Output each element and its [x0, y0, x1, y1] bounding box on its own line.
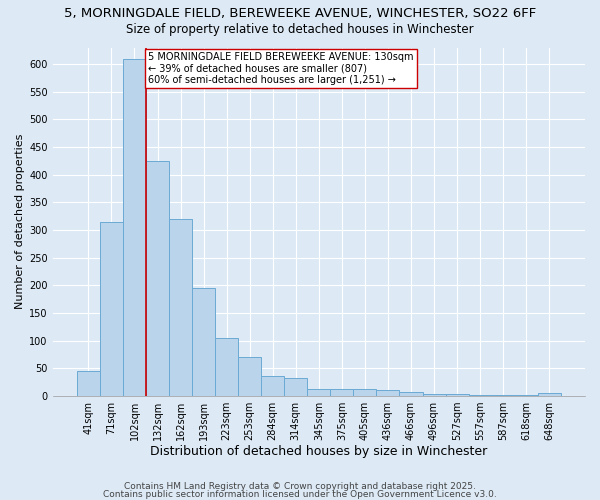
Bar	[192, 288, 215, 396]
Bar	[284, 378, 307, 396]
Bar	[538, 393, 561, 396]
Bar	[446, 394, 469, 396]
Bar	[422, 394, 446, 396]
Bar	[400, 392, 422, 396]
Bar	[123, 58, 146, 396]
Bar	[469, 395, 491, 396]
Bar	[238, 358, 261, 396]
Bar	[261, 376, 284, 396]
X-axis label: Distribution of detached houses by size in Winchester: Distribution of detached houses by size …	[150, 444, 487, 458]
Bar	[331, 389, 353, 396]
Bar	[376, 390, 400, 396]
Bar	[215, 338, 238, 396]
Bar	[77, 371, 100, 396]
Bar	[353, 389, 376, 396]
Bar	[100, 222, 123, 396]
Text: Contains HM Land Registry data © Crown copyright and database right 2025.: Contains HM Land Registry data © Crown c…	[124, 482, 476, 491]
Text: Contains public sector information licensed under the Open Government Licence v3: Contains public sector information licen…	[103, 490, 497, 499]
Text: Size of property relative to detached houses in Winchester: Size of property relative to detached ho…	[126, 22, 474, 36]
Text: 5 MORNINGDALE FIELD BEREWEEKE AVENUE: 130sqm
← 39% of detached houses are smalle: 5 MORNINGDALE FIELD BEREWEEKE AVENUE: 13…	[148, 52, 414, 85]
Bar	[307, 389, 331, 396]
Bar	[146, 161, 169, 396]
Text: 5, MORNINGDALE FIELD, BEREWEEKE AVENUE, WINCHESTER, SO22 6FF: 5, MORNINGDALE FIELD, BEREWEEKE AVENUE, …	[64, 8, 536, 20]
Bar	[169, 219, 192, 396]
Bar	[491, 395, 515, 396]
Y-axis label: Number of detached properties: Number of detached properties	[15, 134, 25, 310]
